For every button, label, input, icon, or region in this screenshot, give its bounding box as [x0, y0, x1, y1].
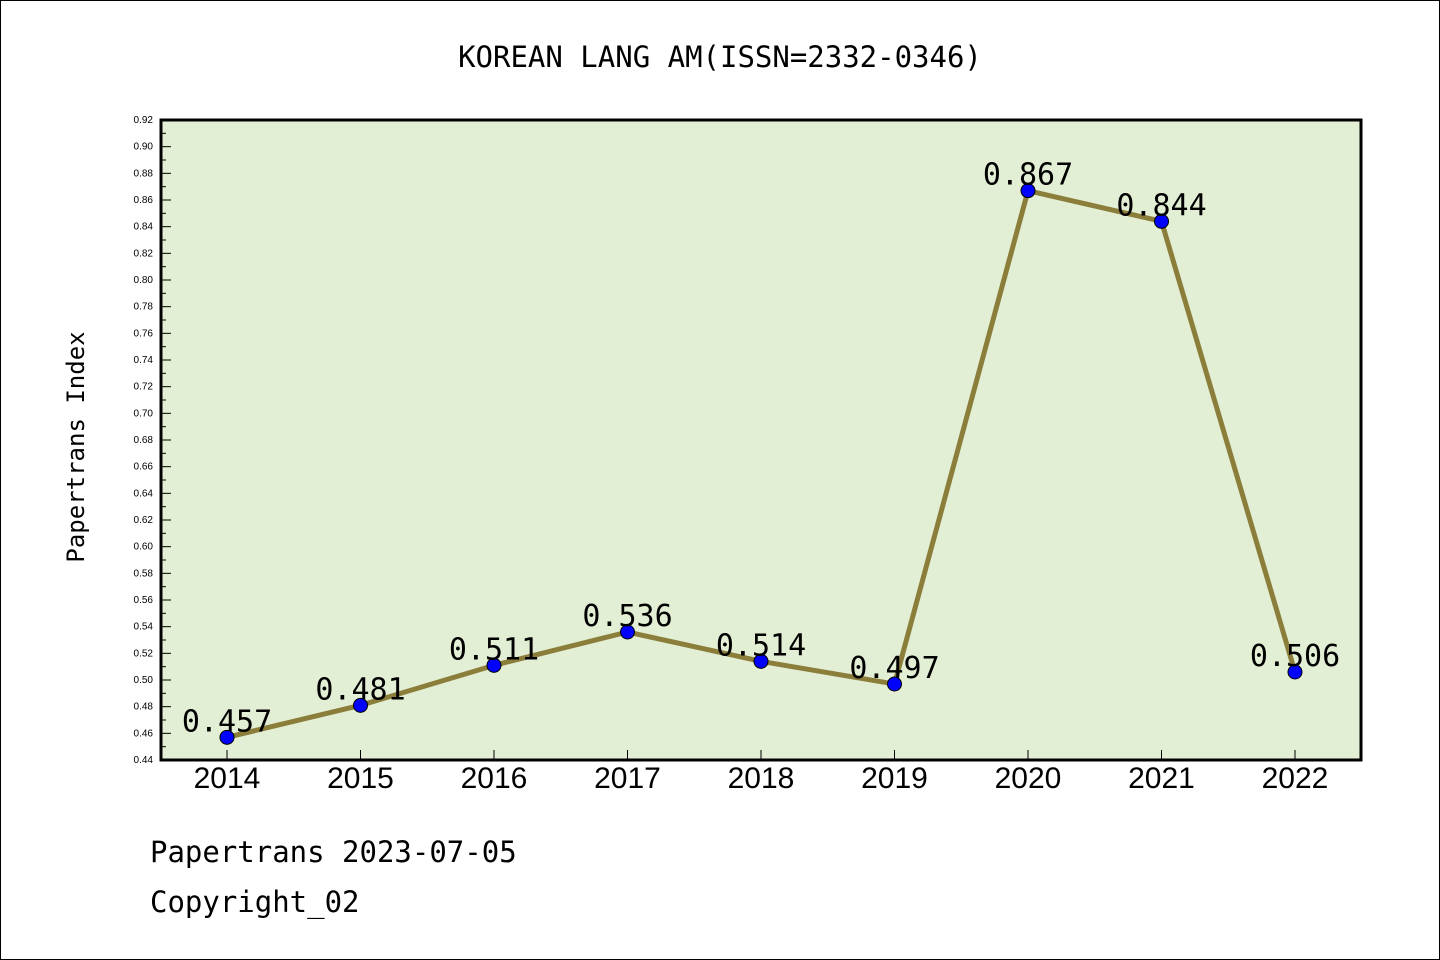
y-tick-label: 0.90 [134, 142, 154, 153]
data-labels: 0.457 0.481 0.511 0.536 0.514 0.497 0.867 0.844… [182, 158, 1340, 740]
data-point [620, 624, 635, 640]
data-markers [219, 183, 1303, 745]
x-tick-label: 2022 [1262, 762, 1329, 795]
y-axis-label: Papertrans Index [62, 331, 90, 562]
y-tick-label: 0.52 [134, 648, 154, 659]
y-tick-label: 0.92 [134, 115, 154, 126]
x-tick-label: 2015 [327, 762, 394, 795]
x-tick-label: 2017 [594, 762, 661, 795]
y-tick-label: 0.66 [134, 462, 154, 473]
data-label: 0.457 [182, 704, 272, 739]
data-label: 0.511 [449, 632, 539, 667]
data-label: 0.514 [716, 628, 806, 663]
x-tick-label: 2016 [461, 762, 528, 795]
y-tick-label: 0.82 [134, 248, 154, 259]
data-point [486, 657, 502, 673]
y-tick-label: 0.60 [134, 542, 154, 553]
y-tick-label: 0.86 [134, 195, 154, 206]
y-tick-label: 0.44 [134, 755, 154, 766]
data-point [1154, 213, 1169, 229]
y-tick-label: 0.56 [134, 595, 154, 606]
data-point [753, 653, 769, 669]
x-axis: 2014 2015 2016 2017 2018 2019 2020 2021 2022 [194, 750, 1329, 795]
y-tick-label: 0.88 [134, 168, 154, 179]
data-point [353, 697, 368, 713]
data-label: 0.497 [849, 651, 939, 686]
y-tick-label: 0.74 [134, 355, 154, 366]
y-tick-label: 0.62 [134, 515, 154, 526]
x-tick-label: 2021 [1128, 762, 1195, 795]
data-label: 0.481 [315, 672, 405, 707]
y-axis: 0.44 0.46 0.48 0.50 0.52 0.54 0.56 0.58 0.60 0.62… [134, 115, 171, 766]
y-tick-label: 0.72 [134, 382, 154, 393]
y-tick-label: 0.84 [134, 222, 154, 233]
data-point [1287, 664, 1303, 680]
data-label: 0.844 [1116, 188, 1206, 223]
data-label: 0.506 [1250, 639, 1340, 674]
y-tick-label: 0.58 [134, 568, 154, 579]
data-point [219, 729, 235, 745]
y-tick-label: 0.64 [134, 488, 154, 499]
data-point [887, 676, 902, 692]
y-tick-label: 0.68 [134, 435, 154, 446]
x-tick-label: 2014 [194, 762, 261, 795]
chart-title: KOREAN LANG AM(ISSN=2332-0346) [458, 40, 982, 74]
footer-copyright: Copyright_02 [150, 885, 360, 919]
x-tick-label: 2018 [728, 762, 795, 795]
data-point [1020, 183, 1036, 199]
footer-date: Papertrans 2023-07-05 [150, 835, 517, 869]
y-tick-label: 0.46 [134, 728, 154, 739]
data-label: 0.867 [983, 158, 1073, 193]
y-tick-label: 0.54 [134, 622, 154, 633]
x-tick-label: 2020 [995, 762, 1062, 795]
y-tick-label: 0.78 [134, 302, 154, 313]
y-tick-label: 0.80 [134, 275, 154, 286]
y-tick-label: 0.70 [134, 408, 154, 419]
y-tick-label: 0.48 [134, 702, 154, 713]
x-tick-label: 2019 [861, 762, 928, 795]
y-tick-label: 0.50 [134, 675, 154, 686]
y-tick-label: 0.76 [134, 328, 154, 339]
data-label: 0.536 [582, 599, 672, 634]
